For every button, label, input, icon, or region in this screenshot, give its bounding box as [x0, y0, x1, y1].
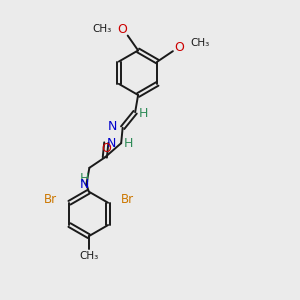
Text: H: H — [80, 172, 90, 185]
Text: CH₃: CH₃ — [79, 250, 98, 260]
Text: H: H — [139, 107, 148, 120]
Text: CH₃: CH₃ — [190, 38, 209, 48]
Text: Br: Br — [44, 193, 57, 206]
Text: CH₃: CH₃ — [92, 24, 111, 34]
Text: Br: Br — [121, 193, 134, 206]
Text: N: N — [80, 178, 90, 191]
Text: O: O — [117, 22, 127, 35]
Text: O: O — [101, 142, 111, 155]
Text: N: N — [108, 120, 118, 133]
Text: O: O — [174, 41, 184, 54]
Text: N: N — [107, 137, 116, 150]
Text: H: H — [124, 137, 134, 150]
